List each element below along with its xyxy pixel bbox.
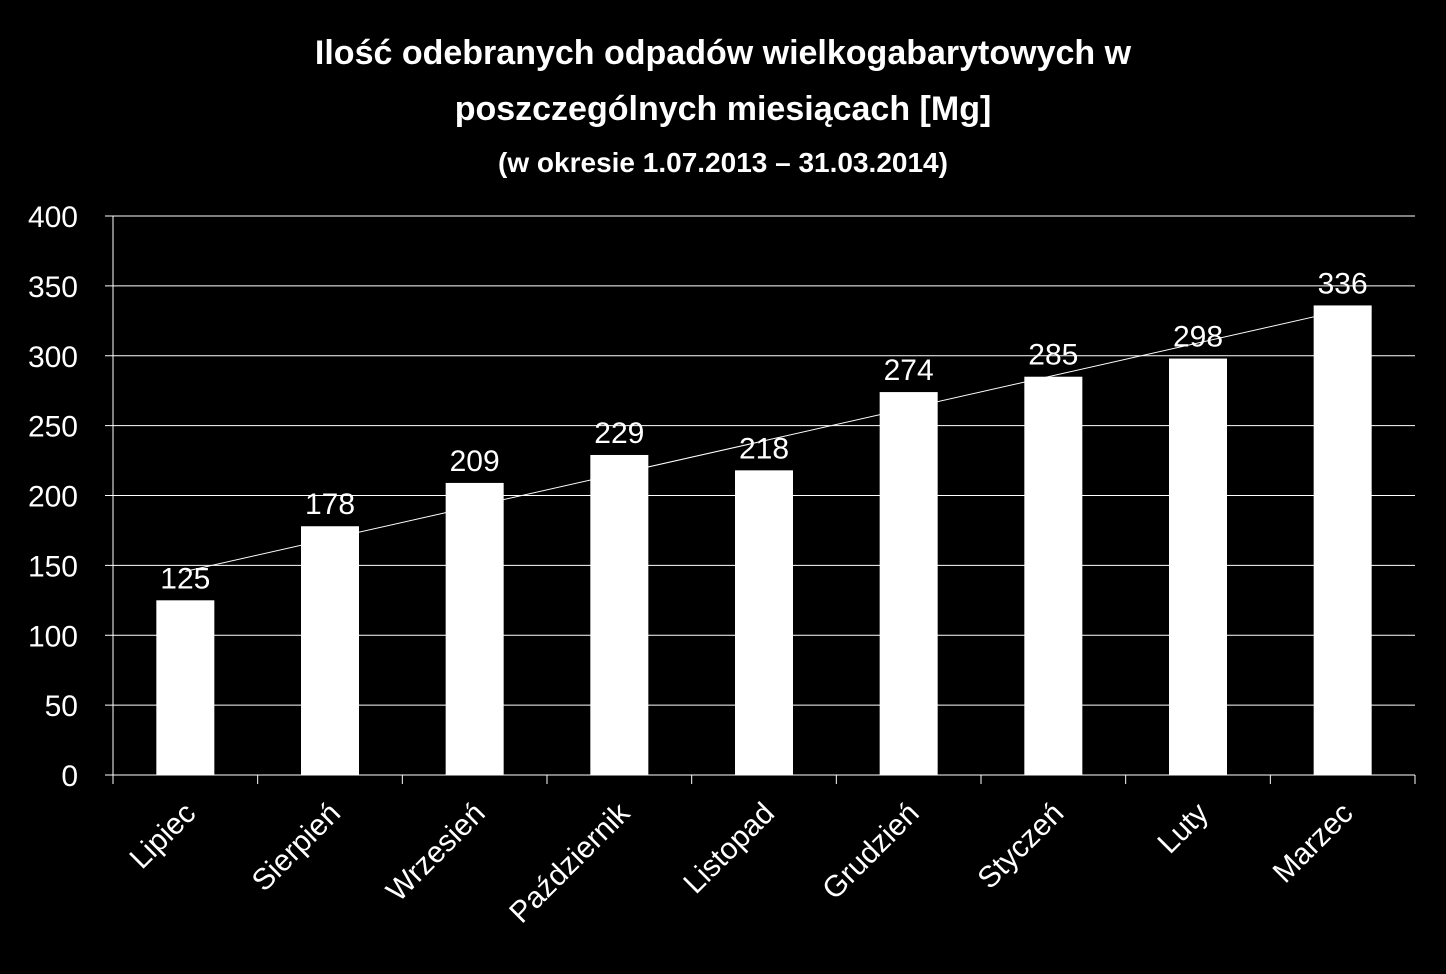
data-label: 336 (1318, 267, 1368, 300)
x-tick-label: Styczeń (971, 797, 1070, 896)
y-tick-label: 350 (28, 271, 78, 304)
bar (1024, 376, 1083, 775)
data-label: 298 (1173, 321, 1223, 354)
x-tick-label: Sierpień (246, 797, 347, 898)
chart-title-line-1: Ilość odebranych odpadów wielkogabarytow… (315, 34, 1132, 72)
bar (445, 482, 504, 775)
bar (156, 600, 215, 775)
x-tick-label: Październik (503, 796, 637, 930)
y-tick-label: 200 (28, 481, 78, 514)
bar (1169, 358, 1227, 775)
data-label: 125 (160, 562, 210, 595)
y-tick-label: 150 (28, 550, 78, 583)
x-tick-label: Marzec (1267, 797, 1360, 890)
data-labels: 125 178 209 229 218 274 285 298 336 (160, 267, 1367, 595)
y-tick-label: 250 (28, 411, 78, 444)
y-tick-label: 50 (45, 690, 78, 723)
chart-subtitle: (w okresie 1.07.2013 – 31.03.2014) (498, 147, 948, 178)
x-tick-label: Listopad (677, 797, 781, 901)
y-tick-label: 0 (61, 760, 78, 793)
bars (156, 305, 1372, 775)
trendline (185, 309, 1343, 572)
data-label: 229 (594, 417, 644, 450)
data-label: 209 (450, 445, 500, 478)
x-tick-label: Wrzesień (380, 797, 491, 908)
bar (879, 392, 938, 775)
data-label: 218 (739, 432, 789, 465)
bar (301, 526, 359, 775)
trendline-line (185, 309, 1343, 572)
x-tick-label: Luty (1152, 797, 1215, 860)
y-tick-label: 100 (28, 620, 78, 653)
y-tick-label: 300 (28, 341, 78, 374)
x-axis: Lipiec Sierpień Wrzesień Październik Listopa… (112, 774, 1416, 930)
data-label: 285 (1028, 339, 1078, 372)
y-axis: 0 50 100 150 200 250 300 350 400 (28, 201, 114, 793)
chart-title-line-2: poszczególnych miesiącach [Mg] (455, 90, 992, 128)
y-tick-label: 400 (28, 201, 78, 234)
x-tick-label: Grudzień (816, 797, 925, 906)
data-label: 274 (884, 354, 934, 387)
bar (590, 454, 649, 775)
bar (1313, 305, 1372, 775)
data-label: 178 (305, 488, 355, 521)
x-tick-label: Lipiec (124, 797, 203, 876)
bar (735, 470, 793, 775)
